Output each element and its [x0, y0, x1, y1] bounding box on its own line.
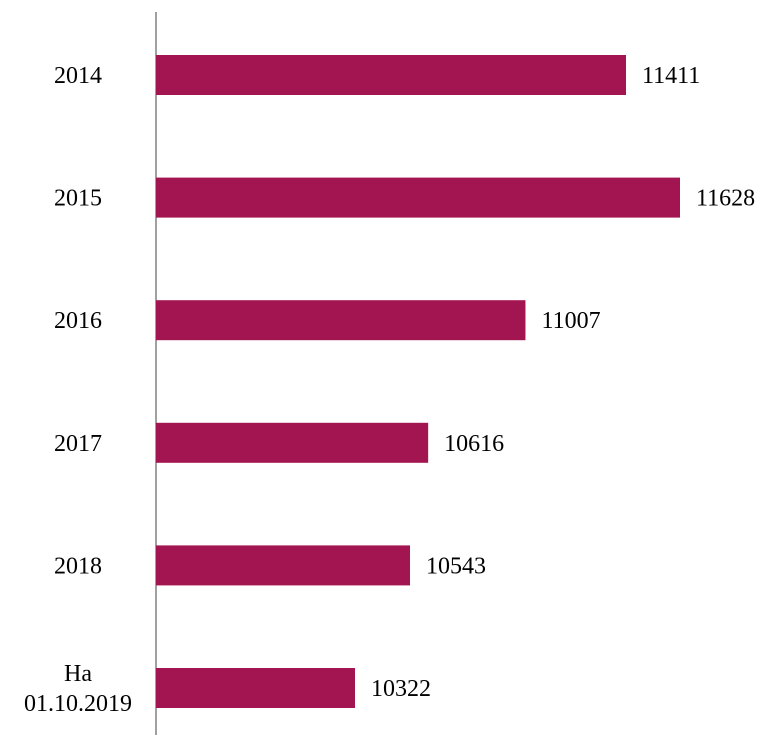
bar-1 — [156, 177, 680, 218]
bar-0 — [156, 55, 626, 95]
bar-3 — [156, 422, 429, 463]
category-label-0: 2014 — [54, 63, 102, 89]
category-label-1: 2015 — [54, 186, 102, 212]
bar-5 — [156, 668, 356, 708]
data-labels-group: 11411 11628 11007 10616 10543 10322 — [371, 63, 755, 702]
bars-group — [156, 55, 680, 708]
data-label-4: 10543 — [426, 553, 486, 579]
data-label-0: 11411 — [642, 63, 700, 89]
data-label-5: 10322 — [371, 676, 431, 702]
category-labels-group: 2014 2015 2016 2017 2018 На 01.10.2019 — [24, 63, 132, 717]
category-label-2: 2016 — [54, 308, 102, 334]
data-label-3: 10616 — [444, 431, 504, 457]
data-label-1: 11628 — [696, 186, 755, 212]
bar-4 — [156, 545, 410, 586]
category-label-5: На 01.10.2019 — [24, 661, 132, 717]
category-label-4: 2018 — [54, 553, 102, 579]
category-label-3: 2017 — [54, 431, 102, 457]
bar-2 — [156, 300, 526, 341]
data-label-2: 11007 — [541, 308, 600, 334]
